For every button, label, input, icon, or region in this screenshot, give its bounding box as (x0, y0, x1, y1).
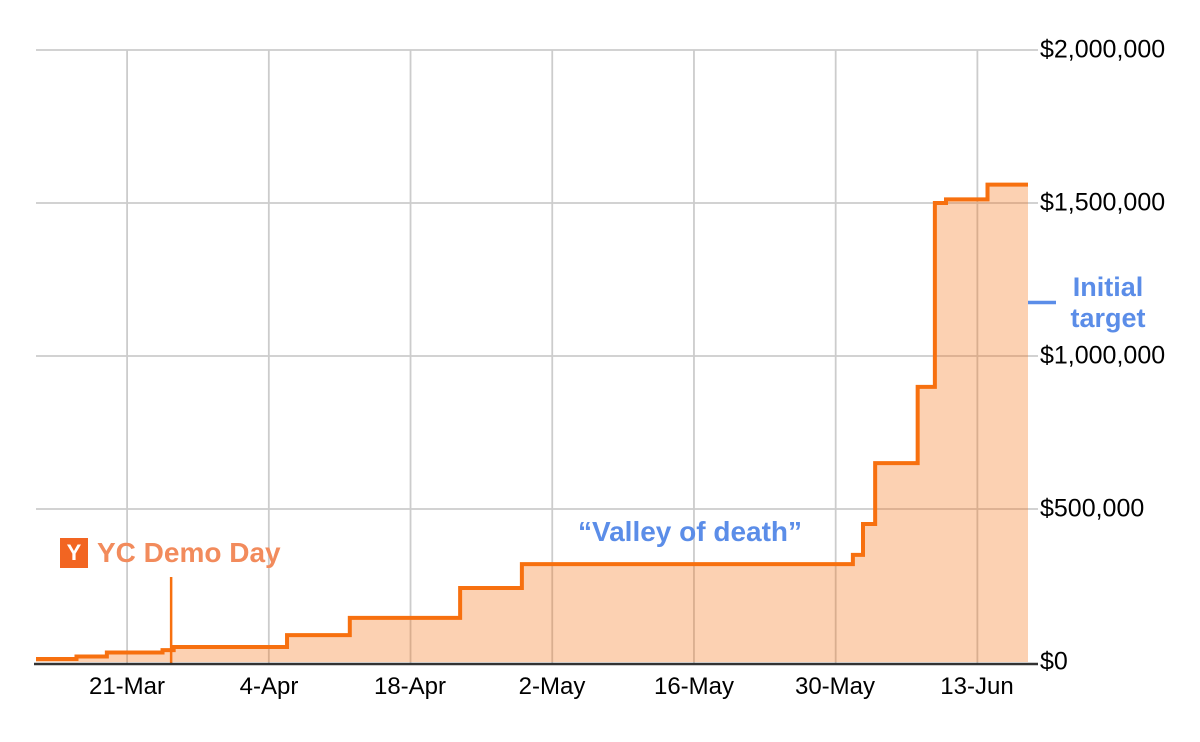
x-axis-tick-label: 4-Apr (239, 673, 299, 700)
demo-day-label: YC Demo Day (97, 537, 281, 568)
y-axis-tick-label: $1,500,000 (1040, 188, 1166, 217)
yc-logo-icon: Y (60, 538, 88, 568)
x-axis-tick-label: 21-Mar (88, 673, 166, 700)
valley-of-death-label: “Valley of death” (577, 516, 803, 547)
x-axis-tick-label: 13-Jun (940, 673, 1014, 700)
x-axis-tick-label: 18-Apr (373, 673, 447, 700)
y-axis-tick-label: $2,000,000 (1040, 35, 1166, 64)
yc-logo-letter: Y (66, 540, 82, 565)
x-axis-tick-label: 16-May (653, 673, 735, 700)
demo-day-annotation: Y YC Demo Day (60, 537, 281, 569)
y-axis-tick-label: $0 (1040, 647, 1068, 676)
initial-target-label: Initial target (1070, 272, 1146, 334)
x-axis-tick-label: 30-May (794, 673, 876, 700)
y-axis-tick-label: $500,000 (1040, 494, 1145, 523)
x-axis-tick-label: 2-May (518, 673, 586, 700)
y-axis-tick-label: $1,000,000 (1040, 341, 1166, 370)
